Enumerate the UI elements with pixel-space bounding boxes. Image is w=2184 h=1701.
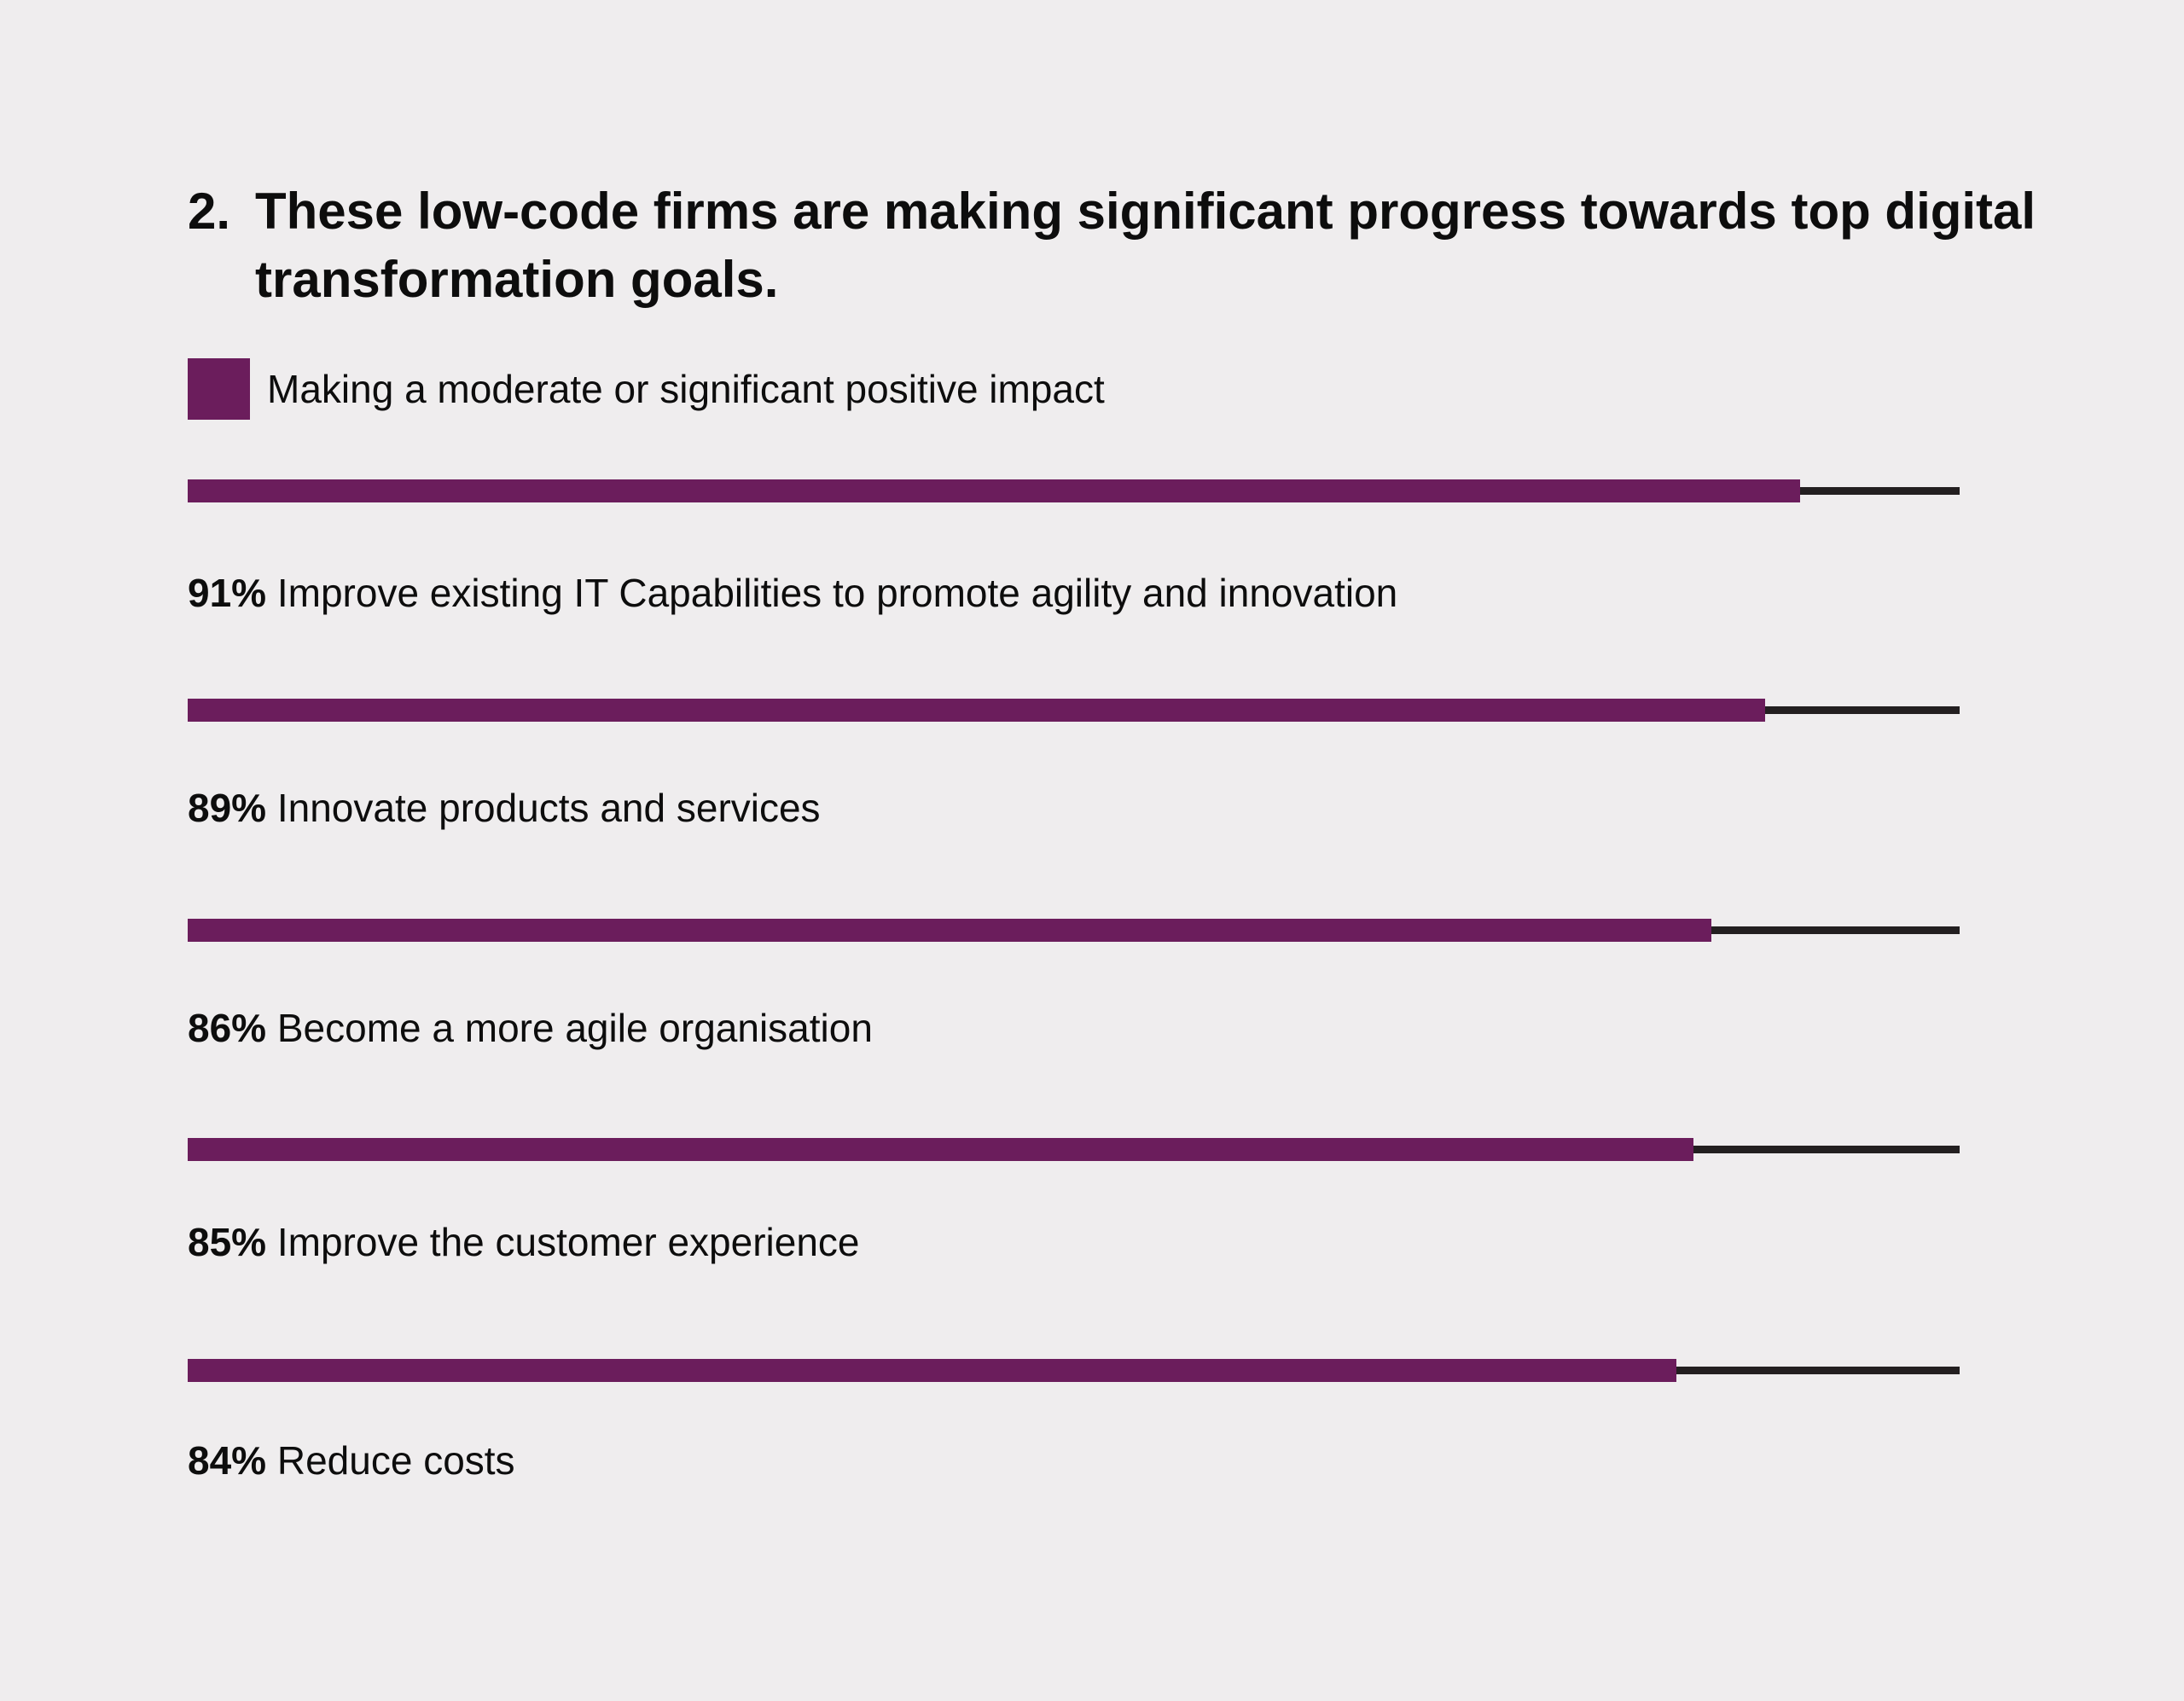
bar-label-4: 85% Improve the customer experience	[188, 1216, 860, 1268]
bar-row-4	[188, 1138, 1960, 1161]
legend: Making a moderate or significant positiv…	[188, 358, 1105, 420]
bar-value-2: 89%	[188, 786, 267, 830]
bar-category-3: Become a more agile organisation	[276, 1006, 873, 1050]
legend-label: Making a moderate or significant positiv…	[267, 367, 1105, 411]
bar-value-4: 85%	[188, 1220, 267, 1264]
bar-4	[188, 1138, 1694, 1161]
bar-row-3	[188, 919, 1960, 942]
bar-value-1: 91%	[188, 571, 267, 615]
bar-1	[188, 479, 1801, 502]
bar-label-3: 86% Become a more agile organisation	[188, 1002, 873, 1054]
bar-label-2: 89% Innovate products and services	[188, 782, 821, 833]
bar-category-2: Innovate products and services	[276, 786, 821, 830]
chart-title: These low-code firms are making signific…	[255, 183, 2036, 308]
bar-label-1: 91% Improve existing IT Capabilities to …	[188, 567, 1397, 618]
bar-row-5	[188, 1359, 1960, 1382]
bar-2	[188, 699, 1765, 722]
bar-label-5: 84% Reduce costs	[188, 1435, 515, 1486]
bar-3	[188, 919, 1712, 942]
chart-title-number: 2.	[188, 183, 231, 240]
bar-row-1	[188, 479, 1960, 502]
bar-category-5: Reduce costs	[276, 1438, 515, 1483]
legend-swatch	[188, 358, 250, 420]
bar-5	[188, 1359, 1676, 1382]
bar-value-3: 86%	[188, 1006, 267, 1050]
bar-row-2	[188, 699, 1960, 722]
bar-category-1: Improve existing IT Capabilities to prom…	[276, 571, 1398, 615]
bar-category-4: Improve the customer experience	[276, 1220, 860, 1264]
bar-value-5: 84%	[188, 1438, 267, 1483]
